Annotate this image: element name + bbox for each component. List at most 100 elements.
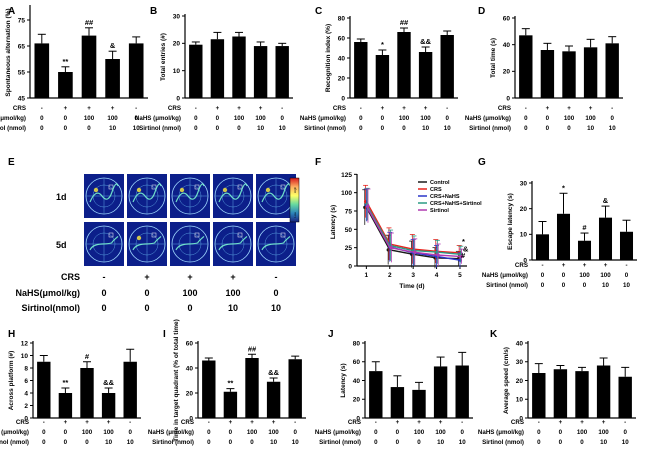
cond-nahs: 0 [559,429,563,436]
heat-spot [222,187,228,193]
cond-crs: - [538,419,540,426]
cond-crs: - [360,105,362,112]
e-cond-nahs: 100 [182,288,197,298]
x-tick-label: 5 [458,272,462,279]
y-tick-label: 80 [353,340,361,347]
panel-b-tag: B [150,6,157,17]
e-cond-crs: + [230,272,235,282]
cond-sirtinol: 10 [105,439,112,446]
series-point [389,246,393,250]
e-cond-nahs: 100 [225,288,240,298]
significance-label: ** [227,379,233,388]
y-axis-label: Across platform (#) [8,351,15,411]
cond-crs: + [424,105,428,112]
heat-spot [136,187,142,193]
series-point [366,204,370,208]
y-tick-label: 40 [516,340,524,347]
cond-nahs: 0 [293,429,297,436]
platform-marker [237,232,243,238]
platform-marker [280,232,286,238]
y-tick-label: 10 [516,397,524,404]
row-label-sirtinol: Sirtinol (nmol) [0,125,26,132]
heatmap-cell [170,174,210,218]
row-label-sirtinol: Sirtinol (nmol) [469,125,511,132]
cond-sirtinol: 0 [194,125,198,132]
cond-nahs: 0 [623,429,627,436]
heatmap-cell [213,222,253,266]
cond-nahs: 100 [247,429,258,436]
cond-crs: + [559,419,563,426]
bar [535,234,550,260]
cond-nahs: 0 [40,115,44,122]
row-label-sirtinol: Sirtinol (nmol) [482,439,524,446]
cond-sirtinol: 0 [42,439,46,446]
cond-crs: + [396,419,400,426]
bar [390,387,405,418]
cond-crs: + [604,262,608,269]
bar [210,39,225,98]
series-point [413,250,417,254]
cond-sirtinol: 0 [567,125,571,132]
panel-i-tag: I [163,329,166,340]
cond-crs: + [259,105,263,112]
platform-marker [151,232,157,238]
significance-label: ** [62,57,68,66]
cond-nahs: 100 [84,115,95,122]
panel-g: G 0 10 20 30 Escape latency (s) * # & CRS - + + + - NaH… [478,157,637,289]
bar [128,43,144,98]
y-tick-label: 25 [345,245,353,252]
y-tick-label: 60 [503,15,511,22]
y-tick-label: 0 [523,257,527,264]
cond-crs: + [546,105,550,112]
e-cond-crs: + [144,272,149,282]
cond-nahs: 100 [585,115,596,122]
cond-nahs: 100 [107,115,118,122]
y-axis-label: Time in target quadrant (% of total time… [173,319,180,442]
significance-label: ## [400,18,409,27]
cond-crs: - [525,105,527,112]
y-tick-label: 0 [519,415,523,422]
panel-f-tag: F [315,157,321,168]
cond-sirtinol: 0 [524,125,528,132]
cond-nahs: 0 [280,115,284,122]
cond-nahs: 0 [445,115,449,122]
bar [266,381,281,418]
cond-crs: + [567,105,571,112]
bar [101,393,116,418]
cond-sirtinol: 10 [622,439,629,446]
cond-crs: - [611,105,613,112]
cond-nahs: 100 [564,115,575,122]
cond-sirtinol: 0 [207,439,211,446]
panel-c-tag: C [315,6,322,17]
cond-crs: + [417,419,421,426]
panel-c: C 0 20 40 60 80 Recognition index (%) * ## && CRS -… [300,6,458,132]
cond-crs: - [375,419,377,426]
cond-nahs: 0 [625,272,629,279]
y-tick-label: 55 [18,69,26,76]
y-tick-label: 45 [18,95,26,102]
x-tick-label: 3 [411,272,415,279]
e-cond-crs: + [187,272,192,282]
cond-sirtinol: 0 [250,439,254,446]
y-tick-label: 20 [520,206,528,213]
series-point [459,254,464,259]
cond-crs: + [237,105,241,112]
significance-label: && [268,368,279,377]
heatmap-cell [127,174,167,218]
cond-nahs: 0 [374,429,378,436]
bar [605,43,619,98]
heatmap-cell [127,222,167,266]
colorbar-low-label: Low [293,211,297,217]
cond-crs: - [281,105,283,112]
bar [81,35,97,98]
cond-sirtinol: 10 [109,125,116,132]
cond-crs: + [402,105,406,112]
bar [598,217,613,260]
y-tick-label: 20 [516,378,524,385]
cond-nahs: 0 [537,429,541,436]
cond-sirtinol: 0 [541,282,545,289]
cond-crs: + [602,419,606,426]
heat-spot [179,187,185,193]
heat-spot [93,187,99,193]
